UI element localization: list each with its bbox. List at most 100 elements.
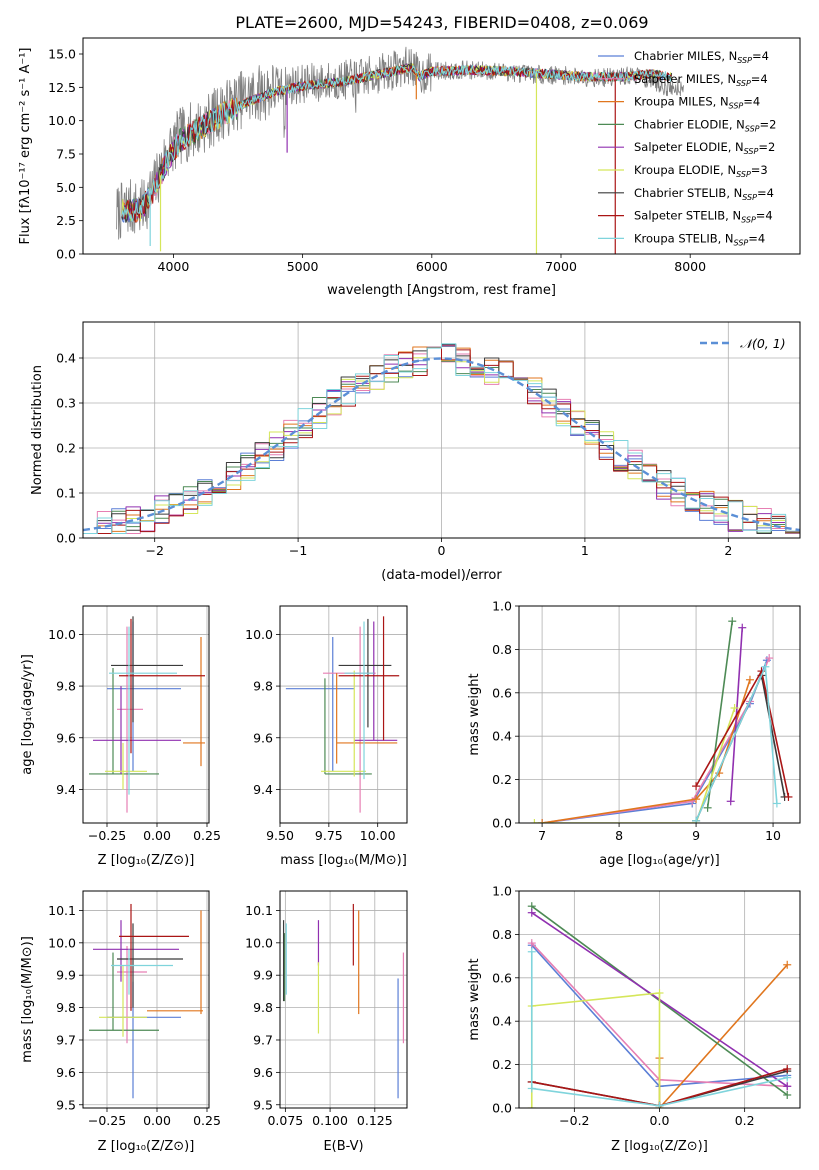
- y-axis-label: Flux [fλ10⁻¹⁷ erg cm⁻² s⁻¹ A⁻¹]: [18, 48, 33, 245]
- x-tick-label: 2: [724, 543, 732, 558]
- x-tick-label: −0.25: [88, 828, 126, 843]
- y-tick-label: 0.8: [492, 927, 512, 942]
- panel-0: 4000 5000 6000 7000 8000 0.0 2.5 5.0 7.5 10.0 12.5…: [18, 37, 801, 298]
- x-tick-label: 5000: [287, 259, 319, 274]
- legend-label-normal: 𝒩(0, 1): [740, 336, 786, 351]
- legend-label-chabrier-stelib: Chabrier STELIB, NSSP=4: [634, 186, 774, 202]
- y-tick-label: 9.4: [56, 782, 76, 797]
- y-tick-label: 10.0: [48, 627, 76, 642]
- x-tick-label: 9: [692, 828, 700, 843]
- x-tick-label: 0.075: [267, 1113, 303, 1128]
- plot-area: [89, 903, 203, 1099]
- y-tick-label: 0.2: [492, 772, 512, 787]
- panel-6: 0.075 0.100 0.125 9.5 9.6 9.7 9.8 9.9 10.0 10.1 E(…: [245, 890, 408, 1154]
- y-tick-label: 9.8: [253, 679, 273, 694]
- x-tick-label: 0.00: [143, 1113, 171, 1128]
- x-axis-label: Z [log₁₀(Z/Z⊙)]: [98, 1139, 195, 1154]
- axes-frame: [279, 605, 408, 824]
- y-tick-label: 5.0: [56, 180, 76, 195]
- y-tick-label: 1.0: [492, 599, 512, 614]
- x-tick-label: 0.25: [193, 828, 221, 843]
- x-tick-label: 0.125: [357, 1113, 393, 1128]
- x-tick-label: 9.75: [315, 828, 343, 843]
- histogram-kroupa-stelib: [83, 343, 800, 534]
- x-tick-label: 7000: [545, 259, 577, 274]
- x-axis-label: Z [log₁₀(Z/Z⊙)]: [611, 1139, 708, 1154]
- y-axis-label: mass [log₁₀(M/M⊙)]: [20, 936, 35, 1063]
- axes-frame: [82, 321, 801, 539]
- y-tick-label: 15.0: [48, 47, 76, 62]
- histogram-salpeter-miles: [83, 346, 800, 534]
- x-tick-label: −1: [289, 543, 307, 558]
- x-axis-label: E(B-V): [323, 1139, 363, 1154]
- y-tick-label: 0.6: [492, 685, 512, 700]
- y-axis-label: age [log₁₀(age/yr)]: [20, 654, 35, 775]
- y-tick-label: 9.9: [56, 968, 76, 983]
- axes-frame: [82, 37, 801, 255]
- y-tick-label: 7.5: [56, 147, 76, 162]
- y-tick-label: 1.0: [492, 884, 512, 899]
- x-tick-label: 0.0: [650, 1113, 670, 1128]
- histogram-chabrier-miles: [83, 345, 800, 534]
- x-tick-label: 9.50: [266, 828, 294, 843]
- y-tick-label: 9.5: [253, 1097, 273, 1112]
- y-tick-label: 2.5: [56, 213, 76, 228]
- y-tick-label: 9.4: [253, 782, 273, 797]
- plot-area: [530, 617, 793, 823]
- panel-7: −0.2 0.0 0.2 0.0 0.2 0.4 0.6 0.8 1.0 Z [log₁₀(Z/Z…: [467, 884, 801, 1154]
- x-axis-label: wavelength [Angstrom, rest frame]: [327, 283, 556, 298]
- x-tick-label: 0.100: [312, 1113, 348, 1128]
- axes-frame: [82, 890, 210, 1109]
- grid: [83, 891, 209, 1108]
- y-tick-label: 0.2: [56, 441, 76, 456]
- weight-line-kroupa-elodie: [534, 707, 736, 823]
- legend-label-salpeter-stelib: Salpeter STELIB, NSSP=4: [634, 209, 773, 225]
- y-tick-label: 9.7: [56, 1032, 76, 1047]
- plot-area: [83, 343, 800, 534]
- y-tick-label: 0.4: [56, 351, 76, 366]
- x-tick-label: 0.25: [193, 1113, 221, 1128]
- x-tick-label: 7: [538, 828, 546, 843]
- x-tick-label: 6000: [416, 259, 448, 274]
- x-axis-label: Z [log₁₀(Z/Z⊙)]: [98, 853, 195, 868]
- y-tick-label: 10.0: [245, 935, 273, 950]
- x-tick-label: 0.00: [143, 828, 171, 843]
- axes-frame: [279, 890, 408, 1109]
- normal-reference-curve: [83, 357, 800, 532]
- model-spectrum-kroupa-stelib: [121, 64, 673, 222]
- panel-3: 9.50 9.75 10.00 9.4 9.6 9.8 10.0 mass [log₁₀(M/…: [245, 605, 408, 868]
- y-tick-label: 0.3: [56, 396, 76, 411]
- x-axis-label: mass [log₁₀(M/M⊙)]: [280, 853, 407, 868]
- y-tick-label: 9.9: [253, 968, 273, 983]
- panel-2: −0.25 0.00 0.25 9.4 9.6 9.8 10.0 Z [log₁₀(Z/Z⊙)…: [20, 605, 221, 868]
- y-tick-label: 0.0: [56, 247, 76, 262]
- y-tick-label: 0.8: [492, 642, 512, 657]
- y-tick-label: 10.1: [48, 903, 76, 918]
- x-tick-label: −2: [145, 543, 163, 558]
- y-tick-label: 10.0: [48, 113, 76, 128]
- plot-area: [527, 902, 792, 1108]
- histogram-chabrier-stelib: [83, 343, 800, 534]
- x-axis-label: age [log₁₀(age/yr)]: [599, 853, 720, 868]
- y-tick-label: 0.6: [492, 970, 512, 985]
- grid: [83, 606, 209, 823]
- legend-label-salpeter-miles: Salpeter MILES, NSSP=4: [634, 72, 768, 88]
- x-tick-label: 10: [765, 828, 781, 843]
- y-tick-label: 0.0: [492, 816, 512, 831]
- y-tick-label: 9.6: [253, 730, 273, 745]
- y-tick-label: 10.0: [48, 935, 76, 950]
- axes-frame: [82, 605, 210, 824]
- x-tick-label: 8000: [674, 259, 706, 274]
- x-tick-label: 0: [438, 543, 446, 558]
- y-axis-label: mass weight: [467, 673, 482, 755]
- y-tick-label: 12.5: [48, 80, 76, 95]
- x-tick-label: 0.2: [735, 1113, 755, 1128]
- legend-label-chabrier-elodie: Chabrier ELODIE, NSSP=2: [634, 117, 776, 133]
- y-tick-label: 9.7: [253, 1032, 273, 1047]
- x-tick-label: 8: [615, 828, 623, 843]
- legend-label-kroupa-elodie: Kroupa ELODIE, NSSP=3: [634, 163, 768, 179]
- x-tick-label: 4000: [158, 259, 190, 274]
- y-tick-label: 0.4: [492, 1014, 512, 1029]
- y-tick-label: 10.1: [245, 903, 273, 918]
- legend-label-salpeter-elodie: Salpeter ELODIE, NSSP=2: [634, 140, 775, 156]
